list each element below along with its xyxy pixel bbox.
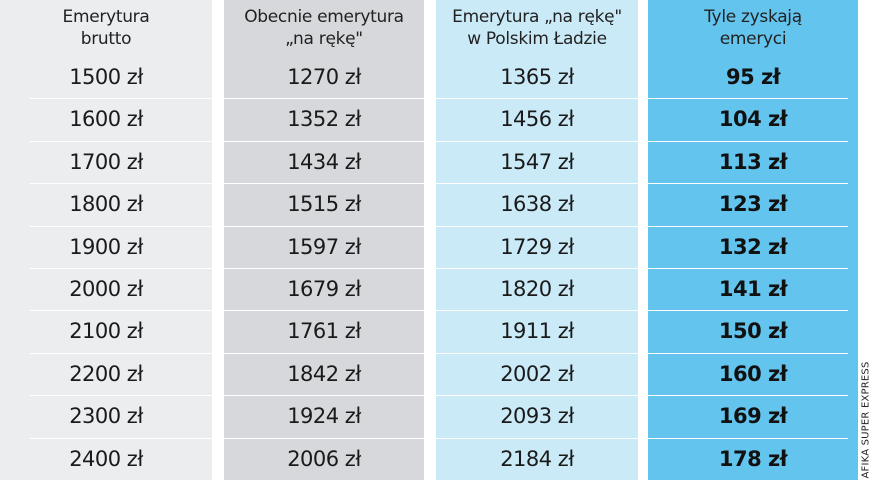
cell-gain: 141 zł <box>718 277 788 301</box>
cell-current-net: 1761 zł <box>287 319 361 343</box>
header-line: Emerytura „na rękę" <box>452 7 622 27</box>
cell-gross: 2100 zł <box>69 319 143 343</box>
row-separator <box>30 98 848 99</box>
cell-polski-lad-net: 1456 zł <box>500 107 574 131</box>
header-line: Tyle zyskają <box>704 7 802 27</box>
cell-polski-lad-net: 1911 zł <box>500 319 574 343</box>
cell-current-net: 1434 zł <box>287 150 361 174</box>
cell-polski-lad-net: 1638 zł <box>500 192 574 216</box>
cell-current-net: 1842 zł <box>287 362 361 386</box>
row-separator <box>30 353 848 354</box>
header-line: emeryci <box>719 29 787 49</box>
cell-gross: 1700 zł <box>69 150 143 174</box>
cell-polski-lad-net: 2093 zł <box>500 404 574 428</box>
cell-gain: 123 zł <box>718 192 788 216</box>
cell-polski-lad-net: 2002 zł <box>500 362 574 386</box>
cell-current-net: 1515 zł <box>287 192 361 216</box>
cell-gain: 178 zł <box>718 447 788 471</box>
row-separator <box>30 438 848 439</box>
column-current-net-pension <box>224 0 424 480</box>
cell-current-net: 1270 zł <box>287 65 361 89</box>
cell-gross: 1500 zł <box>69 65 143 89</box>
cell-gain: 113 zł <box>718 150 788 174</box>
row-separator <box>30 141 848 142</box>
cell-polski-lad-net: 1547 zł <box>500 150 574 174</box>
cell-polski-lad-net: 1365 zł <box>500 65 574 89</box>
cell-gross: 2400 zł <box>69 447 143 471</box>
header-line: brutto <box>80 29 132 49</box>
cell-gross: 2000 zł <box>69 277 143 301</box>
header-line: w Polskim Ładzie <box>467 29 607 49</box>
row-separator <box>30 226 848 227</box>
row-separator <box>30 395 848 396</box>
column-pension-gain <box>648 0 858 480</box>
cell-polski-lad-net: 1729 zł <box>500 235 574 259</box>
header-line: „na rękę" <box>285 29 363 49</box>
cell-gain: 160 zł <box>718 362 788 386</box>
header-polski-lad-net: Emerytura „na rękę" w Polskim Ładzie <box>436 0 638 56</box>
cell-gross: 2300 zł <box>69 404 143 428</box>
cell-gain: 95 zł <box>725 65 781 89</box>
cell-current-net: 1679 zł <box>287 277 361 301</box>
cell-polski-lad-net: 1820 zł <box>500 277 574 301</box>
column-net-pension-polski-lad <box>436 0 638 480</box>
cell-current-net: 1352 zł <box>287 107 361 131</box>
row-separator <box>30 310 848 311</box>
cell-gross: 1900 zł <box>69 235 143 259</box>
row-separator <box>30 268 848 269</box>
cell-gross: 1600 zł <box>69 107 143 131</box>
cell-gain: 132 zł <box>718 235 788 259</box>
cell-polski-lad-net: 2184 zł <box>500 447 574 471</box>
cell-gain: 104 zł <box>718 107 788 131</box>
header-gross: Emerytura brutto <box>0 0 212 56</box>
cell-current-net: 1924 zł <box>287 404 361 428</box>
cell-gross: 1800 zł <box>69 192 143 216</box>
column-gross-pension <box>0 0 212 480</box>
header-gain: Tyle zyskają emeryci <box>648 0 858 56</box>
cell-gain: 169 zł <box>718 404 788 428</box>
cell-gain: 150 zł <box>718 319 788 343</box>
credit-text: AFIKA SUPER EXPRESS <box>860 361 872 479</box>
cell-current-net: 1597 zł <box>287 235 361 259</box>
header-line: Emerytura <box>62 7 150 27</box>
cell-current-net: 2006 zł <box>287 447 361 471</box>
row-separator <box>30 183 848 184</box>
cell-gross: 2200 zł <box>69 362 143 386</box>
header-current-net: Obecnie emerytura „na rękę" <box>224 0 424 56</box>
header-line: Obecnie emerytura <box>244 7 404 27</box>
